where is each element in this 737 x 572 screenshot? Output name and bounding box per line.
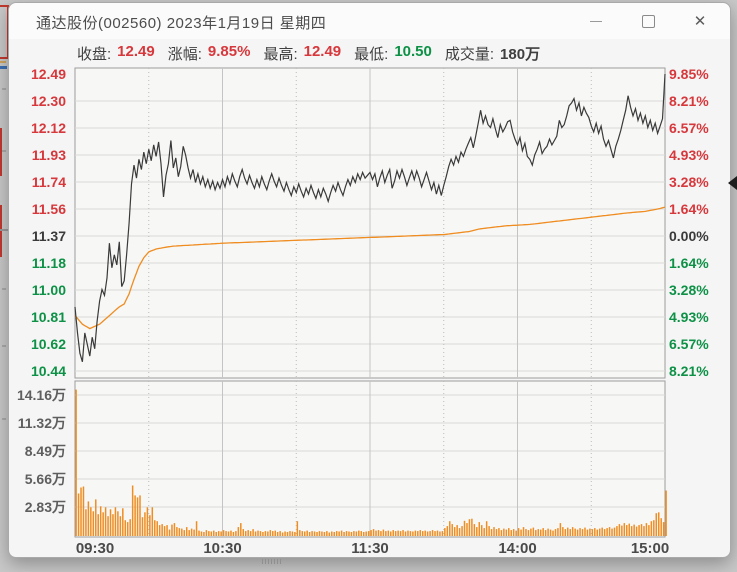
- quote-stat-value: 180万: [500, 46, 541, 63]
- background-dot: [2, 418, 6, 420]
- background-dot: [2, 288, 6, 290]
- panel-collapse-arrow-icon[interactable]: [728, 176, 737, 190]
- volume-tick-label: 14.16万: [16, 387, 66, 403]
- percent-tick-label: 8.21%: [669, 363, 709, 379]
- close-icon: ✕: [693, 12, 707, 30]
- price-tick-label: 11.18: [31, 255, 66, 271]
- percent-tick-label: 1.64%: [669, 201, 709, 217]
- quote-stat-value: 9.85%: [207, 43, 251, 60]
- background-gray-line: [0, 229, 8, 231]
- quote-info-bar: 收盘: 12.49 涨幅: 9.85% 最高: 12.49 最低: 10.50 成交量: 180万: [77, 43, 540, 64]
- percent-tick-label: 8.21%: [669, 93, 709, 109]
- price-tick-label: 10.81: [30, 309, 66, 325]
- price-line: [74, 73, 666, 362]
- percent-tick-label: 3.28%: [669, 174, 709, 190]
- quote-stat-value: 12.49: [303, 43, 342, 60]
- quote-stat: 成交量: 180万: [445, 43, 540, 64]
- percent-tick-label: 6.57%: [669, 336, 709, 352]
- percent-tick-label: 6.57%: [669, 120, 709, 136]
- quote-stat: 收盘: 12.49: [77, 43, 155, 64]
- title-bar[interactable]: 通达股份(002560) 2023年1月19日 星期四 ✕: [9, 3, 730, 39]
- window-title: 通达股份(002560) 2023年1月19日 星期四: [36, 15, 327, 32]
- percent-tick-label: 0.00%: [669, 228, 709, 244]
- percent-tick-label: 3.28%: [669, 282, 709, 298]
- quote-stat: 最低: 10.50: [354, 43, 432, 64]
- time-tick-label: 09:30: [75, 540, 115, 557]
- close-button[interactable]: ✕: [674, 3, 726, 39]
- price-tick-label: 11.93: [31, 147, 66, 163]
- time-tick-label: 15:00: [630, 540, 670, 557]
- price-tick-label: 10.62: [30, 336, 66, 352]
- window-resize-grip[interactable]: [262, 559, 282, 564]
- price-tick-label: 10.44: [30, 363, 66, 379]
- percent-tick-label: 4.93%: [669, 309, 709, 325]
- quote-stat: 涨幅: 9.85%: [168, 43, 251, 64]
- minimize-icon: [590, 20, 602, 22]
- background-chart-stroke: [0, 66, 7, 69]
- volume-bars: [75, 389, 667, 536]
- time-tick-label: 14:00: [498, 540, 537, 557]
- time-tick-label: 11:30: [351, 540, 389, 557]
- volume-tick-label: 2.83万: [24, 499, 66, 515]
- price-tick-label: 11.37: [31, 228, 66, 244]
- background-red-mark: [0, 205, 2, 257]
- quote-stat: 最高: 12.49: [263, 43, 341, 64]
- quote-stat-label: 收盘:: [77, 46, 112, 63]
- price-tick-label: 11.56: [31, 201, 66, 217]
- percent-tick-label: 1.64%: [669, 255, 709, 271]
- quote-stat-label: 最低:: [354, 46, 389, 63]
- quote-stat-label: 涨幅:: [167, 46, 202, 63]
- volume-tick-label: 8.49万: [24, 443, 66, 459]
- maximize-icon: [641, 14, 655, 28]
- quote-stat-value: 12.49: [117, 43, 155, 60]
- minimize-button[interactable]: [570, 3, 622, 39]
- background-dot: [2, 88, 6, 90]
- price-tick-label: 12.12: [30, 120, 66, 136]
- price-tick-label: 11.00: [31, 282, 66, 298]
- price-tick-label: 12.49: [30, 66, 66, 82]
- percent-tick-label: 9.85%: [669, 66, 709, 82]
- maximize-button[interactable]: [622, 3, 674, 39]
- time-tick-label: 10:30: [203, 540, 242, 557]
- quote-stat-label: 最高:: [263, 46, 298, 63]
- percent-tick-label: 4.93%: [669, 147, 709, 163]
- price-tick-label: 11.74: [31, 174, 66, 190]
- background-red-mark: [0, 128, 2, 176]
- background-dot: [2, 345, 6, 347]
- average-price-line: [74, 206, 666, 330]
- volume-tick-label: 11.32万: [17, 415, 66, 431]
- background-chart-stroke: [0, 61, 6, 63]
- quote-stat-label: 成交量:: [444, 46, 495, 63]
- price-tick-label: 12.30: [30, 93, 66, 109]
- quote-stat-value: 10.50: [394, 43, 432, 60]
- volume-tick-label: 5.66万: [24, 471, 66, 487]
- background-dot: [2, 150, 6, 152]
- window-controls: ✕: [570, 3, 726, 39]
